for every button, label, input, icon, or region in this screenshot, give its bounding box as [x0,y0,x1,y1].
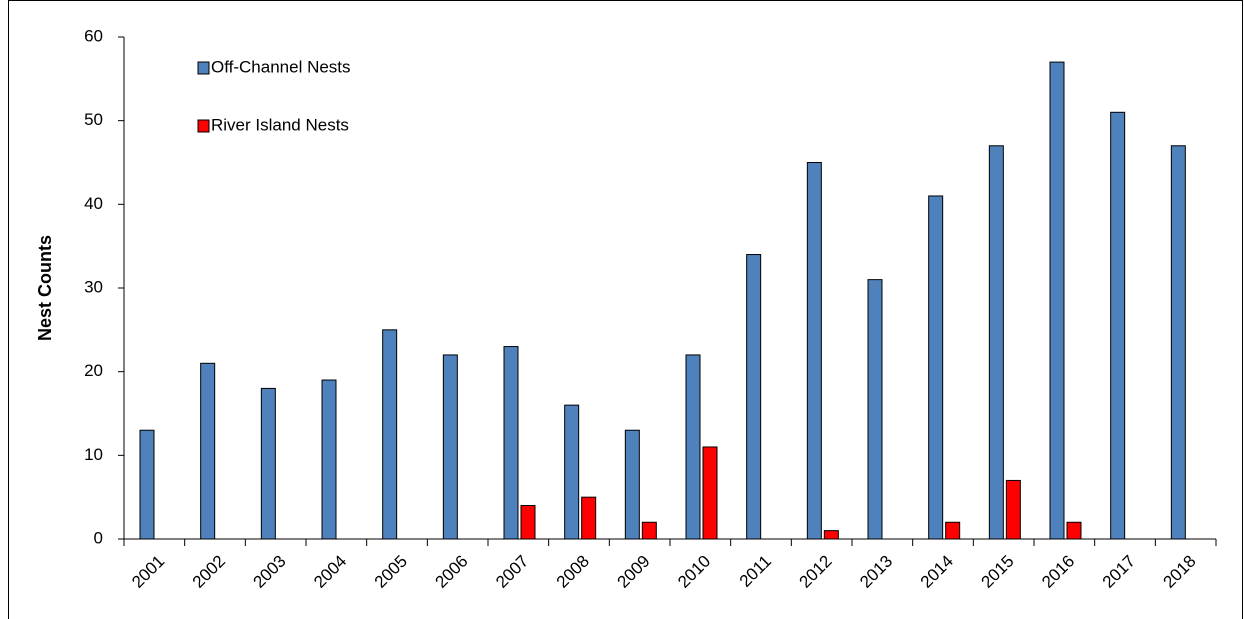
legend-label: River Island Nests [211,115,349,134]
x-tick-label: 2005 [371,552,411,592]
x-tick-label: 2011 [736,552,775,591]
y-tick-label: 20 [84,361,103,380]
chart-border [8,0,1243,619]
bar [200,362,216,540]
y-tick-label: 50 [84,110,103,129]
bar [520,505,536,540]
bar [260,387,276,540]
x-tick-label: 2001 [128,552,168,592]
bar [988,145,1004,540]
bar [1110,111,1126,540]
y-tick-label: 0 [94,528,103,547]
bar [1005,479,1021,540]
bar [1170,145,1186,540]
legend-swatch [197,119,210,133]
y-tick-label: 40 [84,194,103,213]
bar [581,496,597,540]
y-tick-label: 30 [84,277,103,296]
bar [702,446,718,540]
bar [321,379,337,540]
bar [823,530,839,540]
x-tick-label: 2013 [856,552,896,592]
bar [746,254,762,540]
bar [928,195,944,540]
y-tick-label: 10 [84,445,103,464]
bar [867,279,883,540]
bar [624,429,640,540]
x-tick-label: 2014 [917,552,957,592]
x-tick-label: 2015 [977,552,1017,592]
bar [503,346,519,540]
x-tick-label: 2004 [310,552,350,592]
bar [1049,61,1065,540]
x-tick-label: 2009 [613,552,653,592]
x-tick-label: 2017 [1099,552,1139,592]
x-tick-label: 2008 [553,552,593,592]
bar [806,162,822,540]
x-tick-label: 2002 [189,552,229,592]
bar [382,329,398,540]
x-tick-label: 2012 [795,552,835,592]
bar [641,521,657,540]
x-tick-label: 2006 [431,552,471,592]
legend-swatch [197,61,210,75]
legend-label: Off-Channel Nests [211,57,351,76]
x-tick-label: 2003 [249,552,289,592]
bar [564,404,580,540]
x-tick-label: 2018 [1159,552,1199,592]
bar [945,521,961,540]
bar [442,354,458,540]
bar [685,354,701,540]
y-tick-label: 60 [84,26,103,45]
x-tick-label: 2016 [1038,552,1078,592]
x-tick-label: 2010 [674,552,714,592]
y-axis-label: Nest Counts [35,235,55,341]
bar [139,429,155,540]
bar [1066,521,1082,540]
x-tick-label: 2007 [492,552,532,592]
